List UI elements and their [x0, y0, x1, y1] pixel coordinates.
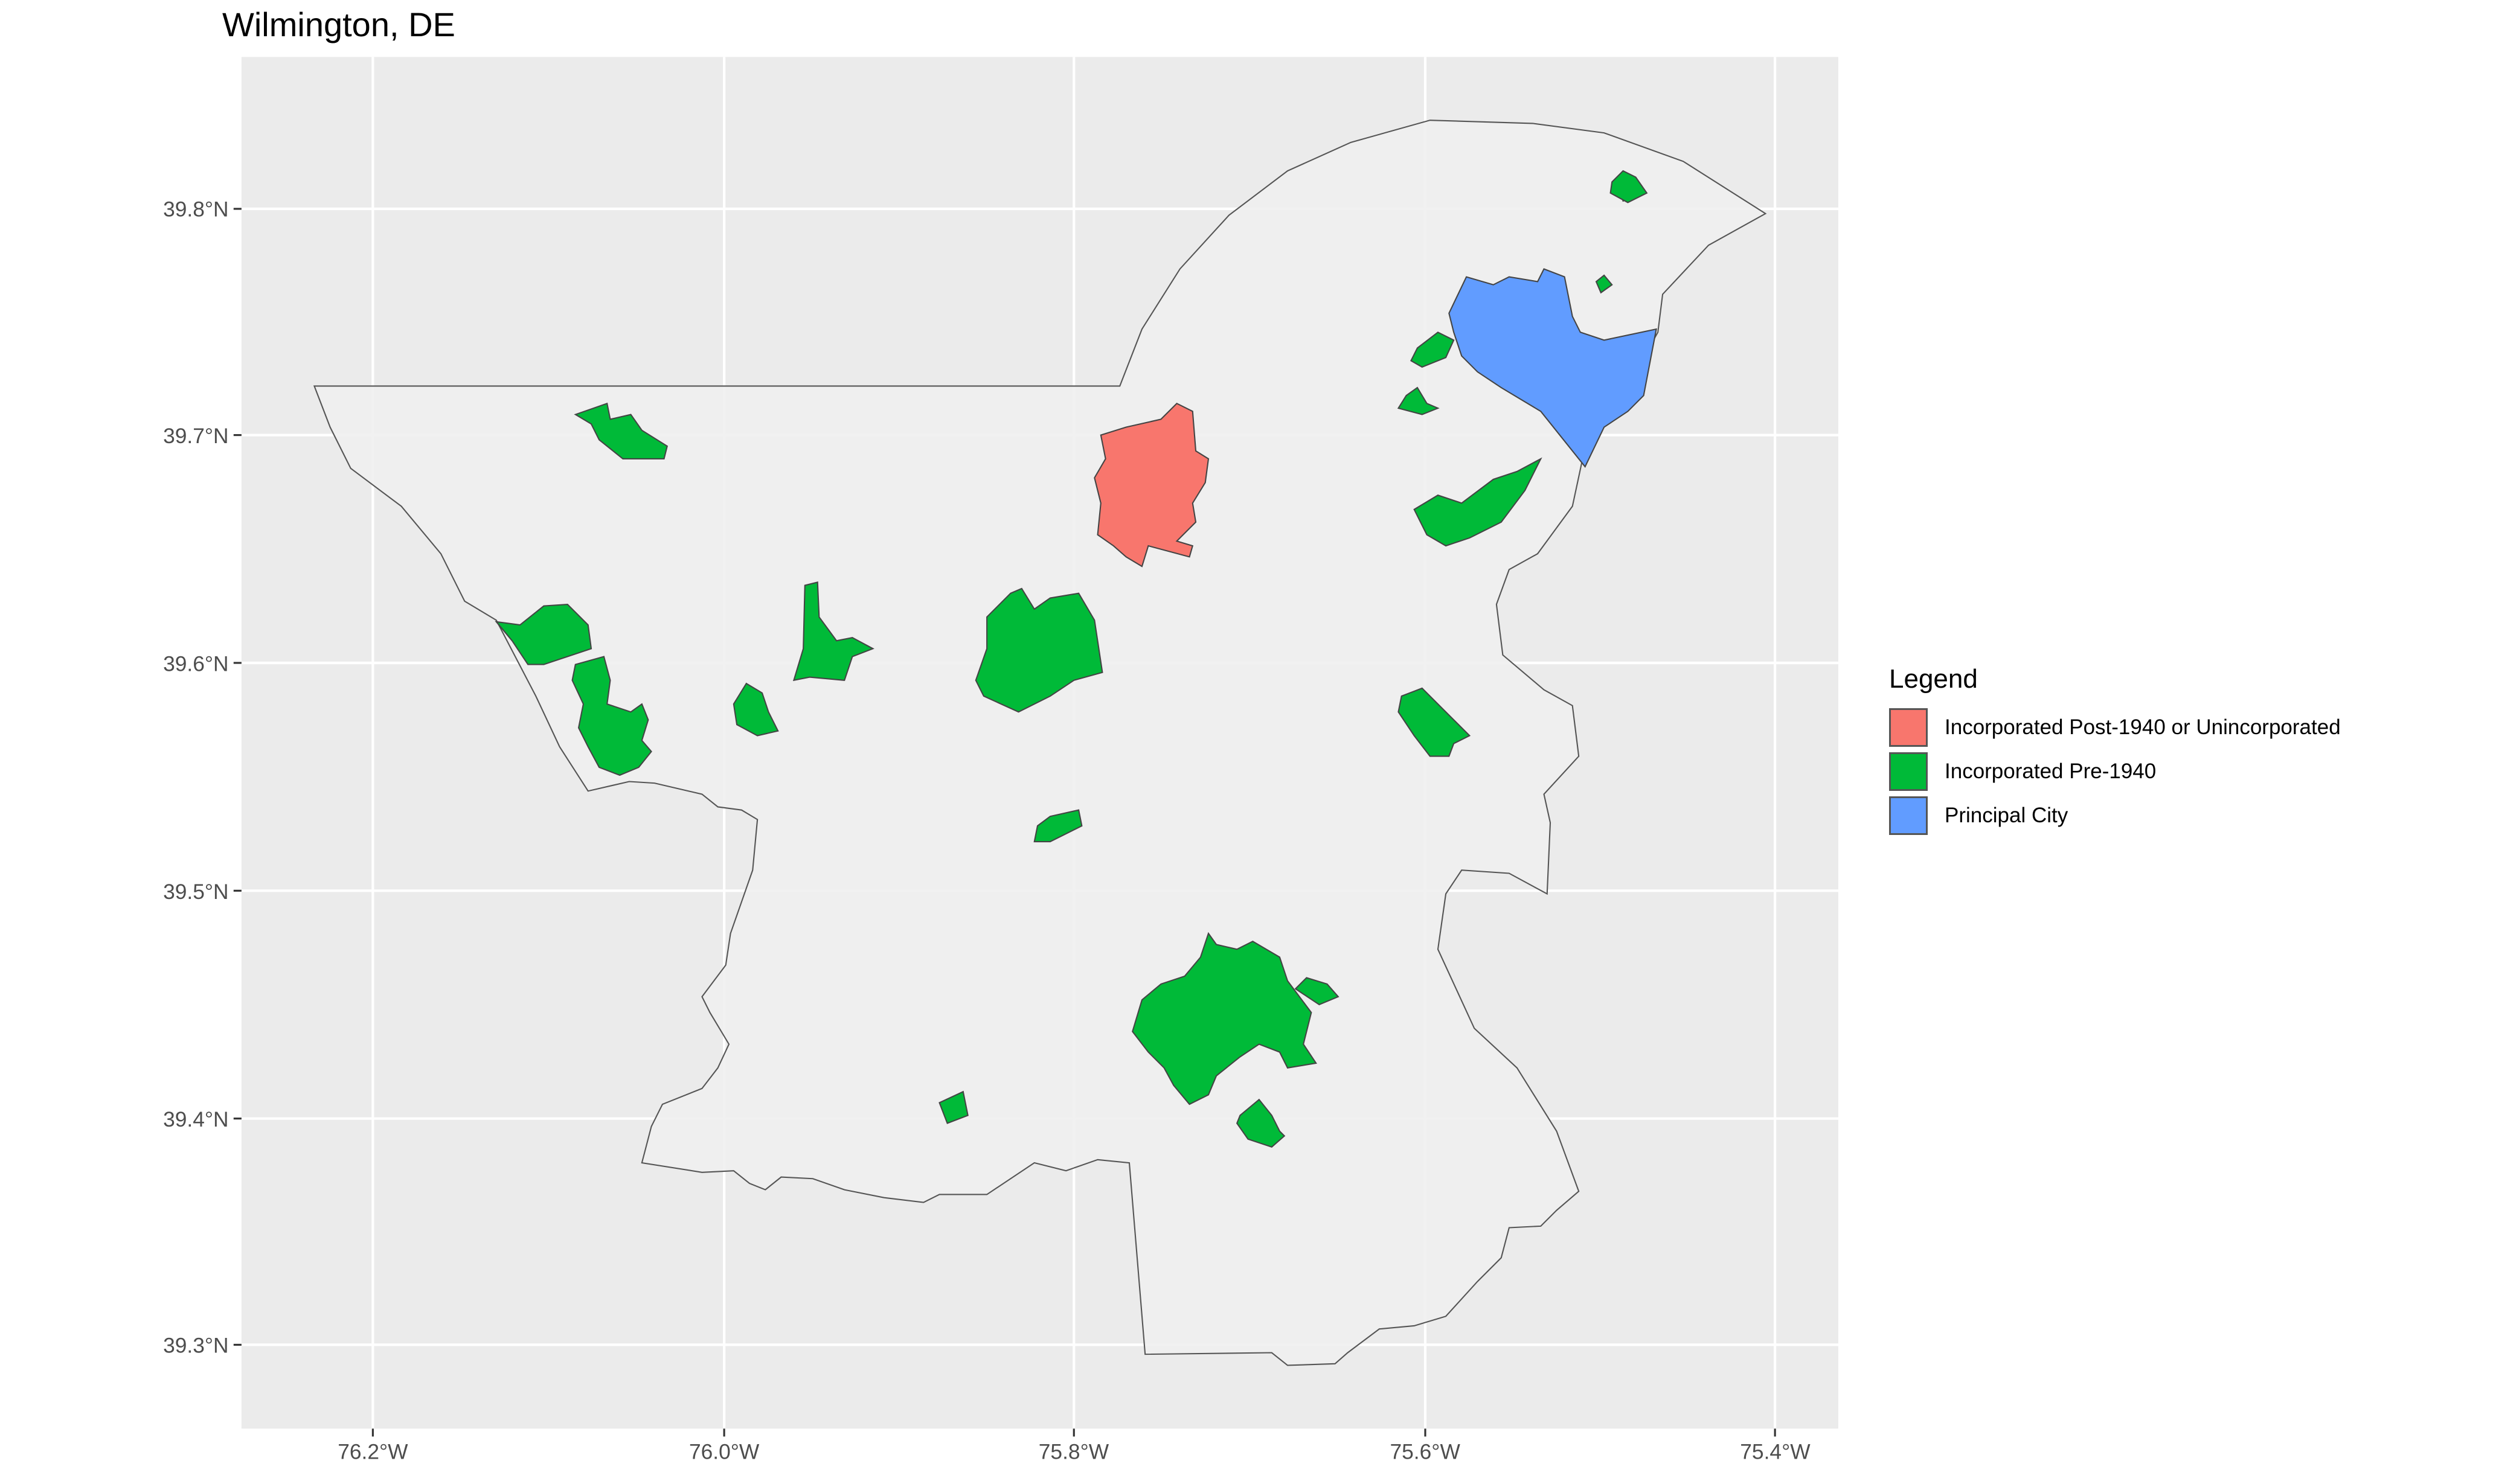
x-tick-labels: 76.2°W 76.0°W 75.8°W 75.6°W 75.4°W [338, 1440, 1811, 1463]
x-tick-label: 75.8°W [1039, 1440, 1109, 1463]
town-central-1 [975, 587, 1103, 713]
town-ne-2 [1397, 386, 1440, 415]
axis-ticks [233, 208, 1776, 1437]
town-nw-1 [574, 402, 668, 459]
y-tick-label: 39.5°N [163, 880, 229, 904]
legend-label: Incorporated Post-1940 or Unincorporated [1945, 715, 2341, 739]
x-tick-label: 76.2°W [338, 1440, 408, 1463]
town-ne-6 [1609, 170, 1648, 203]
map-title: Wilmington, DE [222, 5, 455, 43]
y-tick-label: 39.3°N [163, 1334, 229, 1358]
legend-key-pre-1940 [1889, 752, 1928, 791]
legend-item-post-1940: Incorporated Post-1940 or Unincorporated [1889, 705, 2341, 749]
y-tick-label: 39.6°N [163, 652, 229, 676]
town-w-2 [571, 656, 652, 776]
y-tick-labels: 39.8°N 39.7°N 39.6°N 39.5°N 39.4°N 39.3°… [163, 198, 229, 1358]
legend-title: Legend [1889, 664, 1978, 694]
legend: Legend Incorporated Post-1940 or Unincor… [1889, 664, 2341, 837]
legend-label: Incorporated Pre-1940 [1945, 759, 2157, 783]
legend-item-pre-1940: Incorporated Pre-1940 [1889, 749, 2341, 793]
newark-area [1094, 402, 1210, 568]
legend-key-post-1940 [1889, 708, 1928, 747]
town-w-1 [495, 603, 592, 665]
town-ne-1 [1410, 331, 1455, 368]
town-south-1 [1132, 932, 1317, 1105]
x-tick-label: 75.4°W [1740, 1440, 1811, 1463]
town-south-4 [938, 1090, 969, 1124]
legend-label: Principal City [1945, 803, 2068, 827]
town-ne-3 [1413, 457, 1542, 547]
pre-1940-polygons [495, 170, 1648, 1148]
town-ne-4 [1397, 687, 1471, 757]
town-w-4 [792, 581, 874, 682]
town-w-3 [733, 682, 779, 737]
principal-city-wilmington [1448, 268, 1657, 468]
town-ne-5 [1595, 274, 1613, 294]
town-south-3 [1236, 1098, 1286, 1148]
legend-key-principal-city [1889, 796, 1928, 835]
y-tick-label: 39.8°N [163, 198, 229, 222]
principal-city-polygons [1448, 268, 1657, 468]
y-tick-label: 39.4°N [163, 1108, 229, 1131]
legend-item-principal-city: Principal City [1889, 793, 2341, 837]
town-south-2 [1294, 977, 1339, 1006]
y-tick-label: 39.7°N [163, 424, 229, 448]
town-central-2 [1033, 809, 1083, 843]
x-tick-label: 76.0°W [689, 1440, 760, 1463]
x-tick-label: 75.6°W [1390, 1440, 1460, 1463]
